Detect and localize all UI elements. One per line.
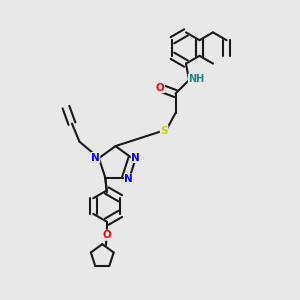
Text: N: N	[124, 174, 133, 184]
Text: N: N	[131, 152, 140, 163]
Text: N: N	[91, 152, 100, 163]
Text: S: S	[160, 125, 168, 136]
Text: NH: NH	[188, 74, 205, 84]
Text: O: O	[102, 230, 111, 240]
Text: O: O	[155, 82, 164, 93]
